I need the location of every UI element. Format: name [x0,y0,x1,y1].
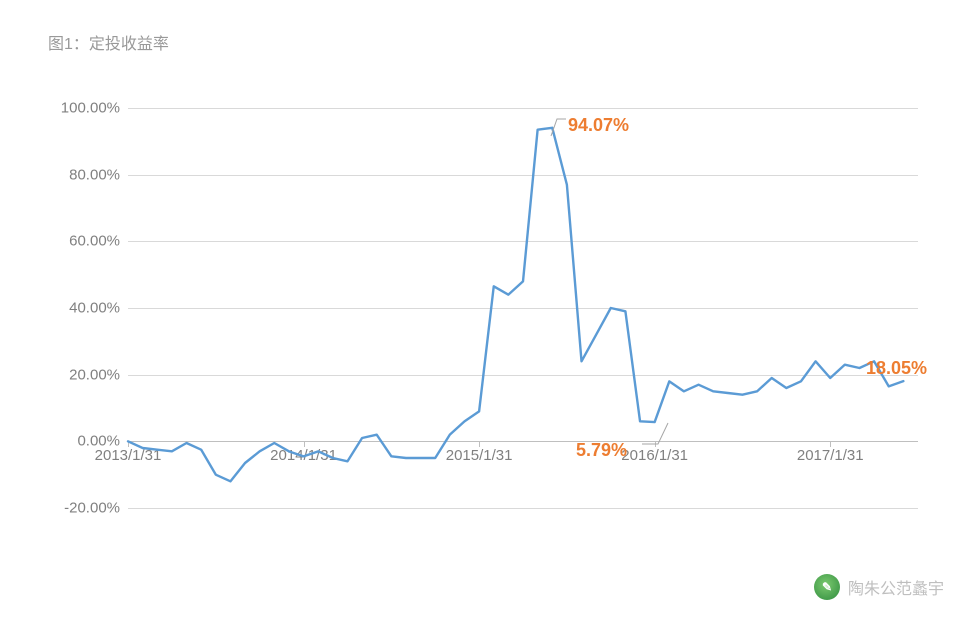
chart-title: 图1：定投收益率 [48,30,169,54]
watermark-text: 陶朱公范蠡宇 [848,575,944,599]
chart-plot-area: -20.00%0.00%20.00%40.00%60.00%80.00%100.… [128,108,918,508]
y-axis-label: 80.00% [69,166,128,183]
y-axis-label: 20.00% [69,366,128,383]
callout-label: 5.79% [576,440,627,461]
callout-leader [642,423,668,444]
y-axis-label: -20.00% [64,500,128,517]
pencil-circle-icon: ✎ [814,574,840,600]
y-axis-label: 40.00% [69,300,128,317]
gridline [128,508,918,509]
series-line [128,128,903,482]
callout-label: 94.07% [568,115,629,136]
y-axis-label: 60.00% [69,233,128,250]
watermark: ✎ 陶朱公范蠡宇 [814,574,944,600]
y-axis-label: 100.00% [61,100,128,117]
callout-label: 18.05% [866,358,927,379]
line-series-svg [128,108,918,508]
